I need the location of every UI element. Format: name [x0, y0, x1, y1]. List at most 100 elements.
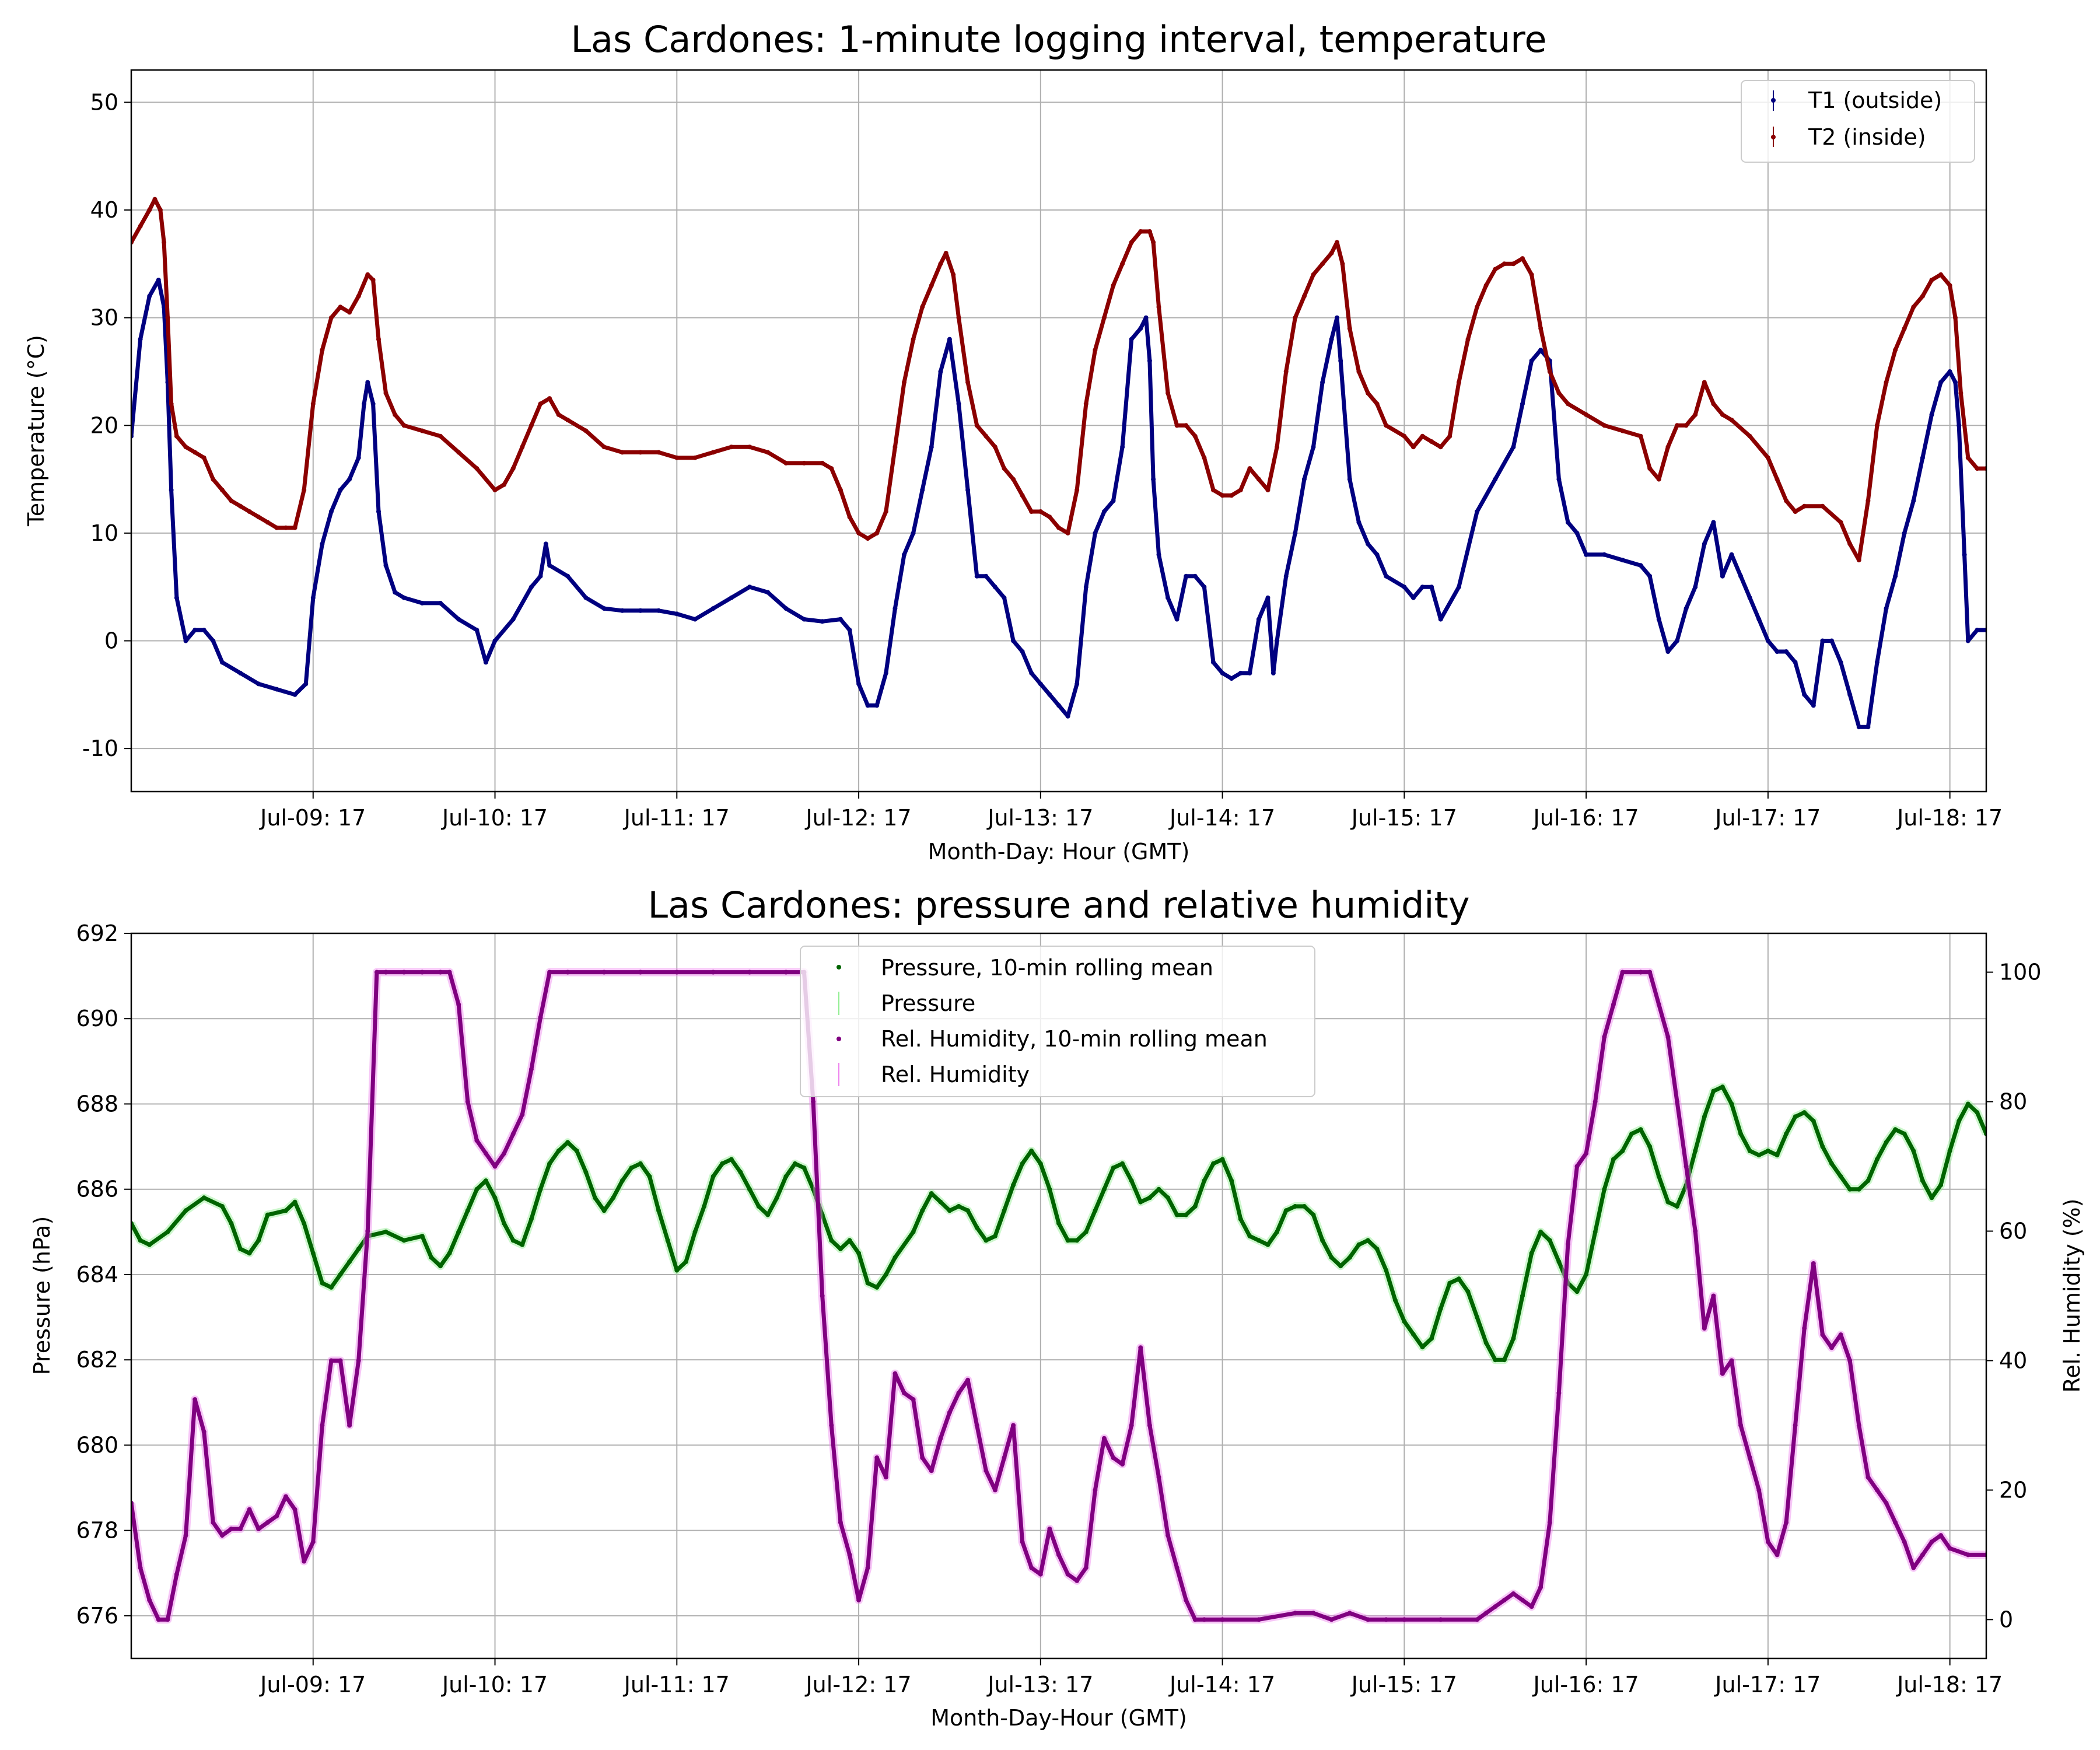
pressure-10-min-rolling-mean-point: [593, 1195, 597, 1200]
t2-inside-point: [1410, 444, 1416, 450]
rel-humidity-10-min-rolling-mean-point: [1174, 1565, 1180, 1570]
pressure-10-min-rolling-mean-point: [1693, 1148, 1698, 1153]
rel-humidity-10-min-rolling-mean-point: [165, 1617, 170, 1622]
rel-humidity-10-min-rolling-mean-point: [1184, 1598, 1189, 1603]
t2-inside-point: [211, 477, 216, 482]
rel-humidity-10-min-rolling-mean-point: [401, 970, 407, 975]
t1-outside-point: [1120, 444, 1125, 450]
rel-humidity-10-min-rolling-mean-point: [1856, 1423, 1861, 1428]
t1-outside-point: [583, 595, 589, 600]
pressure-10-min-rolling-mean-point: [1029, 1148, 1034, 1153]
pressure-10-min-rolling-mean-point: [1756, 1153, 1762, 1158]
t1-outside-point: [1675, 638, 1679, 643]
rel-humidity-10-min-rolling-mean-point: [1438, 1617, 1443, 1622]
t2-inside-point: [747, 444, 752, 450]
pressure-10-min-rolling-mean-point: [1420, 1345, 1425, 1350]
y-tick-label: 684: [76, 1262, 118, 1287]
t1-outside-point: [783, 606, 789, 611]
t1-outside-point: [1965, 638, 1971, 643]
t2-inside-point: [1711, 401, 1716, 407]
t1-outside-point: [565, 573, 570, 579]
rel-humidity-10-min-rolling-mean-point: [1884, 1500, 1889, 1506]
t2-inside-point: [620, 450, 625, 455]
t1-outside-point: [1420, 584, 1425, 590]
t2-inside-point: [865, 536, 870, 541]
pressure-10-min-rolling-mean-point: [1202, 1178, 1207, 1184]
t1-outside-point: [1174, 617, 1180, 622]
t1-outside-point: [1270, 670, 1276, 676]
y-tick-label: 676: [76, 1603, 118, 1629]
t1-outside-point: [1151, 477, 1156, 482]
t2-inside-point: [474, 466, 480, 471]
pressure-10-min-rolling-mean-point: [820, 1212, 825, 1217]
pressure-10-min-rolling-mean-point: [1793, 1114, 1798, 1119]
t1-outside-point: [947, 337, 952, 342]
rel-humidity-10-min-rolling-mean-point: [1784, 1520, 1789, 1525]
rel-humidity-10-min-rolling-mean-point: [1475, 1617, 1480, 1622]
t1-outside-point: [638, 608, 643, 613]
temperature-y-axis-label: Temperature (°C): [23, 335, 49, 527]
pressure-10-min-rolling-mean-point: [456, 1229, 461, 1234]
t2-inside-point: [383, 390, 388, 396]
pressure-10-min-rolling-mean-point: [502, 1221, 507, 1226]
pressure-10-min-rolling-mean-point: [629, 1166, 634, 1171]
pressure-10-min-rolling-mean-point: [874, 1284, 880, 1290]
pressure-10-min-rolling-mean-point: [856, 1251, 862, 1256]
t1-outside-point: [1902, 530, 1907, 536]
pressure-10-min-rolling-mean-point: [1902, 1131, 1907, 1136]
t1-outside-point: [156, 278, 161, 282]
pressure-10-min-rolling-mean-point: [302, 1221, 307, 1226]
t2-inside-point: [393, 412, 398, 417]
rel-humidity-10-min-rolling-mean-point: [502, 1151, 507, 1156]
t1-outside-point: [1475, 509, 1480, 514]
t1-outside-point: [1574, 530, 1580, 536]
rel-humidity-10-min-rolling-mean-point: [183, 1533, 188, 1538]
t2-inside-point: [829, 466, 834, 471]
t2-inside-point: [1602, 423, 1607, 428]
rel-humidity-10-min-rolling-mean-point: [1029, 1565, 1034, 1570]
pressure-10-min-rolling-mean-point: [1811, 1118, 1816, 1124]
t1-outside-point: [1747, 595, 1752, 600]
rel-humidity-10-min-rolling-mean-point: [1756, 1488, 1762, 1493]
pressure-10-min-rolling-mean-point: [1047, 1186, 1052, 1192]
pressure-x-ticks: Jul-09: 17 Jul-10: 17 Jul-11: 17 Jul-12: 17…: [259, 1658, 2003, 1698]
t2-inside-point: [1866, 498, 1871, 503]
t1-outside-point: [1229, 676, 1234, 681]
pressure-10-min-rolling-mean-point: [1665, 1199, 1671, 1205]
rel-humidity-10-min-rolling-mean-point: [219, 1533, 225, 1538]
pressure-10-min-rolling-mean-point: [1356, 1242, 1362, 1247]
t1-outside-point: [1866, 724, 1871, 730]
pressure-10-min-rolling-mean-point: [1347, 1255, 1352, 1260]
rel-humidity-10-min-rolling-mean-point: [347, 1423, 352, 1428]
rel-humidity-10-min-rolling-mean-point: [674, 970, 680, 975]
t1-outside-point: [510, 617, 516, 622]
t1-outside-point: [1320, 380, 1325, 385]
y-right-tick-label: 60: [1999, 1219, 2027, 1244]
t2-inside-point: [1438, 444, 1443, 450]
rel-humidity-10-min-rolling-mean-point: [310, 1539, 316, 1545]
t2-inside-point: [520, 444, 525, 450]
t1-outside-point: [1802, 692, 1807, 697]
rel-humidity-10-min-rolling-mean-point: [974, 1423, 979, 1428]
t1-outside-point: [401, 595, 407, 600]
pressure-10-min-rolling-mean-point: [683, 1259, 688, 1264]
t2-inside-point: [1138, 229, 1143, 234]
pressure-10-min-rolling-mean-point: [465, 1208, 470, 1213]
t2-inside-point: [902, 380, 907, 385]
pressure-10-min-rolling-mean-point: [1166, 1195, 1171, 1200]
pressure-10-min-rolling-mean-point: [1738, 1131, 1744, 1136]
rel-humidity-10-min-rolling-mean-point: [256, 1527, 261, 1531]
t1-outside-point: [538, 573, 543, 579]
y-right-tick-label: 20: [1999, 1477, 2027, 1503]
t2-inside-point: [1911, 304, 1916, 310]
t1-outside-point: [847, 628, 852, 633]
t2-inside-point: [419, 428, 425, 433]
rel-humidity-10-min-rolling-mean-point: [1166, 1533, 1171, 1538]
pressure-10-min-rolling-mean-point: [965, 1208, 971, 1213]
t1-outside-point: [1820, 638, 1825, 643]
t2-inside-point: [174, 433, 179, 439]
rel-humidity-10-min-rolling-mean-point: [1847, 1358, 1853, 1363]
t1-outside-point: [1729, 552, 1734, 557]
pressure-10-min-rolling-mean-point: [1184, 1212, 1189, 1217]
pressure-10-min-rolling-mean-point: [1129, 1178, 1134, 1184]
